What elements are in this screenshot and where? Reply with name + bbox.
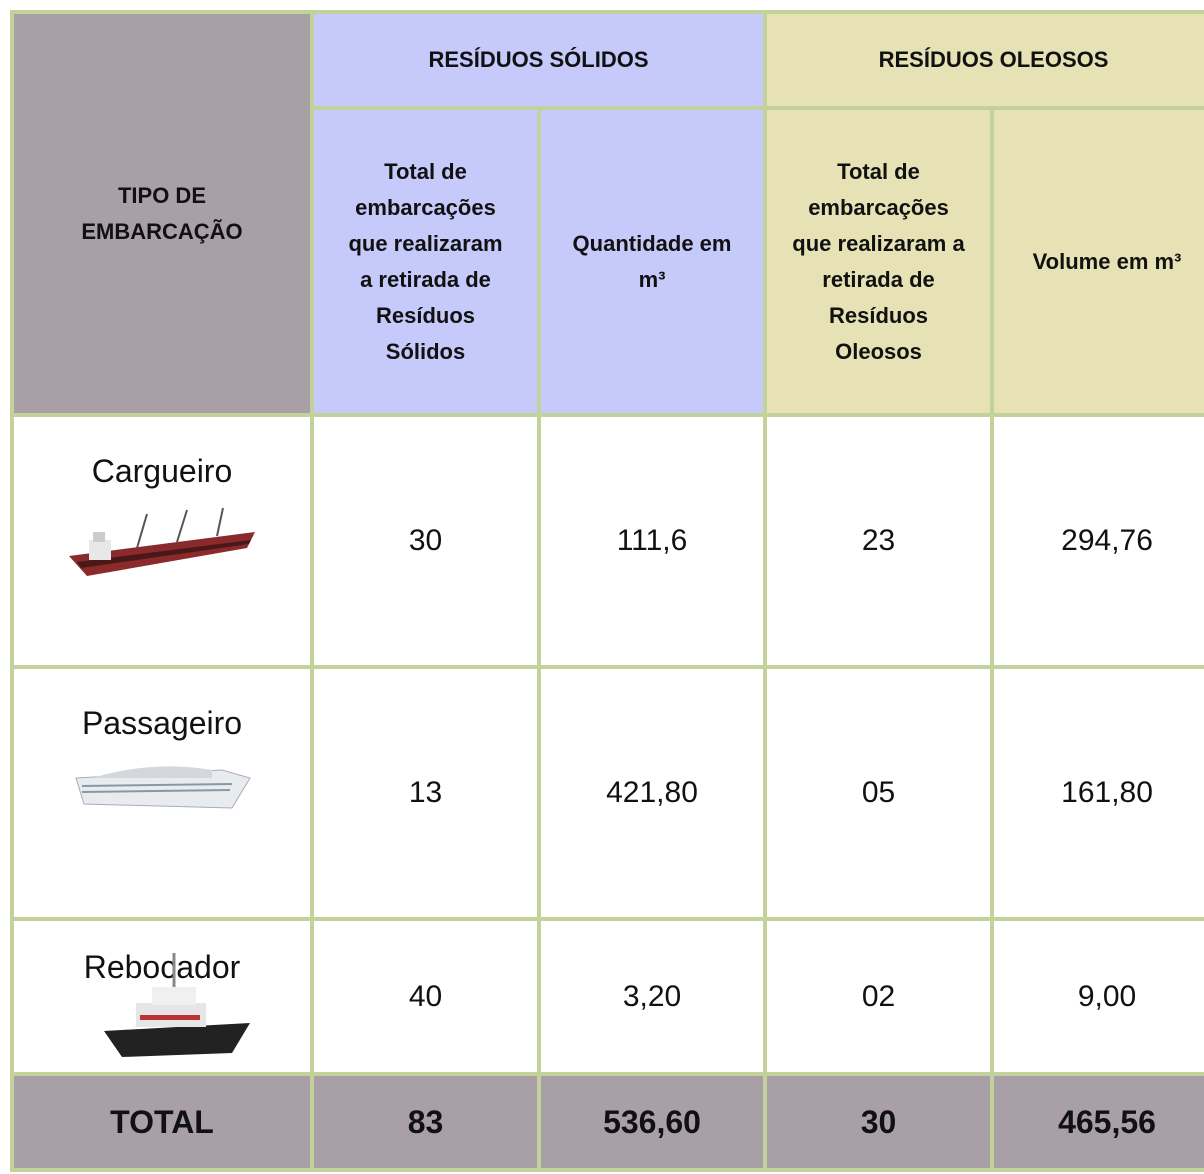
- cell: 13: [310, 665, 541, 921]
- total-cell: 465,56: [990, 1072, 1204, 1172]
- cell: 40: [310, 917, 541, 1076]
- cell: 9,00: [990, 917, 1204, 1076]
- row-label-cell: Rebocador: [10, 917, 314, 1076]
- passenger-ship-icon: [75, 766, 251, 809]
- total-cell: 536,60: [536, 1072, 768, 1172]
- cell: 02: [763, 917, 995, 1076]
- row-label: Cargueiro: [91, 453, 233, 489]
- waste-table: TIPO DE EMBARCAÇÃO RESÍDUOS SÓLIDOS RESÍ…: [10, 10, 1204, 1172]
- column-header: Quantidade em m³: [536, 106, 768, 417]
- column-header: Total de embarcações que realizaram a re…: [763, 106, 995, 417]
- cargo-ship-icon: [69, 507, 255, 576]
- total-cell: 83: [310, 1072, 541, 1172]
- cell: 3,20: [536, 917, 768, 1076]
- cell: 30: [310, 413, 541, 669]
- cell: 23: [763, 413, 995, 669]
- cell: 294,76: [990, 413, 1204, 669]
- row-label: Rebocador: [83, 949, 241, 985]
- group-header: RESÍDUOS OLEOSOS: [763, 10, 1204, 110]
- total-label: TOTAL: [10, 1072, 314, 1172]
- cell: 161,80: [990, 665, 1204, 921]
- tugboat-icon: [104, 953, 250, 1057]
- cell: 05: [763, 665, 995, 921]
- row-label-cell: Passageiro: [10, 665, 314, 921]
- row-label: Passageiro: [81, 705, 243, 741]
- cell: 421,80: [536, 665, 768, 921]
- total-cell: 30: [763, 1072, 995, 1172]
- group-header: RESÍDUOS SÓLIDOS: [309, 10, 768, 110]
- cell: 111,6: [536, 413, 768, 669]
- row-label-cell: Cargueiro: [10, 413, 314, 669]
- column-header: Total de embarcações que realizaram a re…: [310, 106, 541, 417]
- header-type: TIPO DE EMBARCAÇÃO: [10, 10, 314, 417]
- column-header: Volume em m³: [990, 106, 1204, 417]
